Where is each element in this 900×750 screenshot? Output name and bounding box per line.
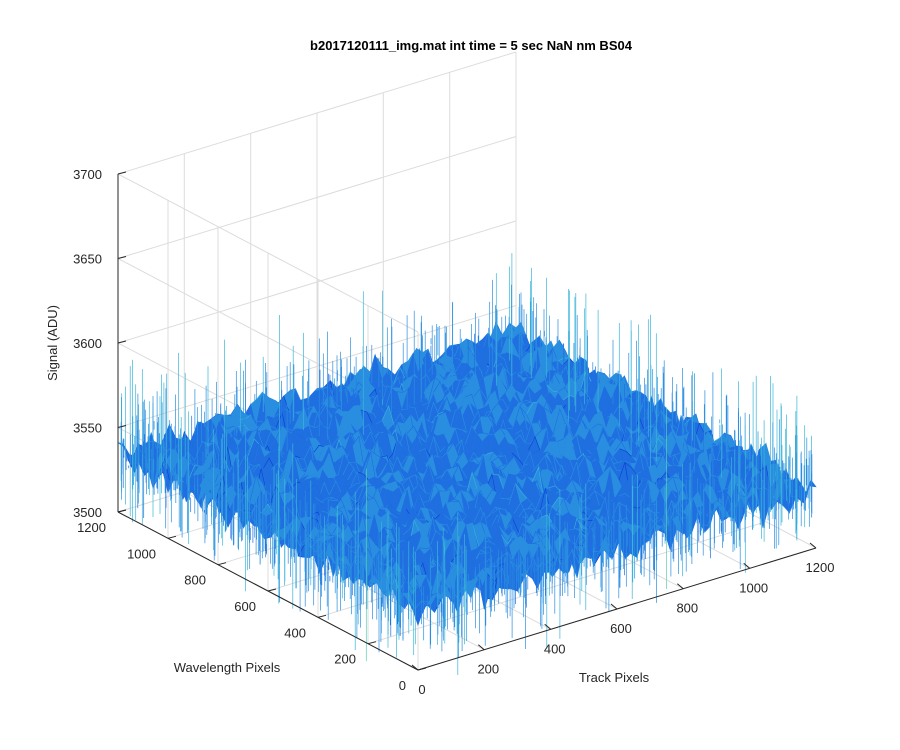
y-tick-label: 0	[399, 678, 406, 693]
z-tick-mark	[117, 340, 127, 344]
x-tick-label: 200	[477, 662, 499, 677]
y-tick-mark	[367, 641, 377, 645]
x-tick-label: 0	[418, 682, 425, 697]
x-tick-mark	[610, 603, 618, 610]
x-tick-label: 600	[610, 621, 632, 636]
y-tick-label: 400	[284, 625, 306, 640]
chart-title: b2017120111_img.mat int time = 5 sec NaN…	[310, 38, 633, 53]
x-tick-label: 400	[544, 641, 566, 656]
x-tick-label: 800	[676, 601, 698, 616]
y-tick-mark	[217, 562, 227, 566]
x-tick-mark	[676, 583, 684, 590]
x-tick-mark	[411, 664, 419, 671]
y-axis-label: Wavelength Pixels	[174, 660, 281, 675]
x-tick-label: 1200	[806, 560, 835, 575]
x-tick-label: 1000	[739, 580, 768, 595]
y-tick-mark	[417, 667, 427, 671]
grid-line	[117, 173, 419, 333]
z-tick-label: 3500	[73, 505, 102, 520]
axes-front	[117, 171, 817, 671]
surface-mesh	[117, 253, 817, 675]
grid-line	[117, 51, 517, 175]
y-tick-label: 800	[184, 573, 206, 588]
z-tick-mark	[117, 171, 127, 175]
x-tick-mark	[809, 542, 817, 549]
grid-line	[117, 305, 517, 428]
z-axis-label: Signal (ADU)	[45, 305, 60, 381]
z-tick-mark	[117, 509, 127, 513]
grid-line	[117, 220, 517, 344]
x-tick-mark	[743, 562, 751, 569]
y-tick-mark	[167, 535, 177, 539]
y-tick-mark	[267, 588, 277, 592]
z-tick-label: 3700	[73, 167, 102, 182]
y-tick-label: 600	[234, 599, 256, 614]
z-tick-label: 3550	[73, 421, 102, 436]
x-tick-mark	[477, 644, 485, 651]
y-tick-label: 1000	[127, 546, 156, 561]
z-tick-label: 3600	[73, 336, 102, 351]
x-axis-label: Track Pixels	[579, 670, 650, 685]
y-tick-label: 1200	[77, 520, 106, 535]
grid-line	[117, 136, 517, 259]
y-tick-label: 200	[334, 652, 356, 667]
x-tick-mark	[544, 623, 552, 630]
z-tick-mark	[117, 256, 127, 259]
tick-labels: 0 200 400 600 800 1000 1200 0 200 400 600 800 1000 12…	[73, 167, 834, 697]
y-tick-mark	[317, 614, 327, 618]
z-tick-label: 3650	[73, 252, 102, 267]
z-tick-mark	[117, 425, 127, 428]
